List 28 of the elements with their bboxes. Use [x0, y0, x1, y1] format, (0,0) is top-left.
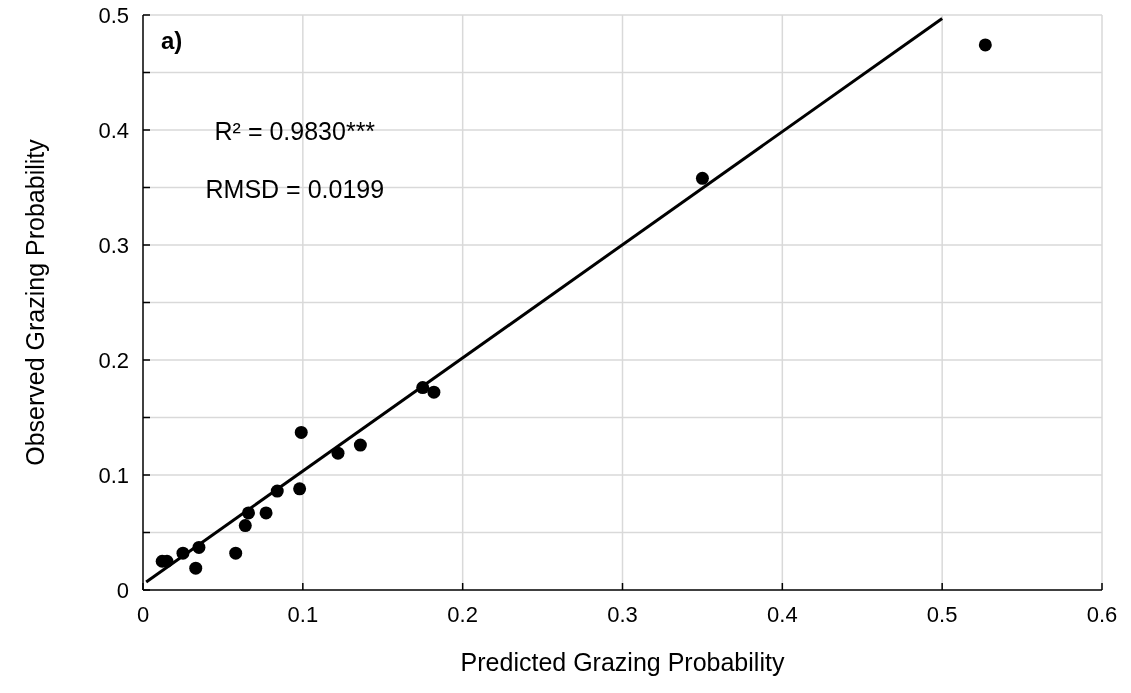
x-axis-title: Predicted Grazing Probability [460, 648, 785, 676]
annotation: a) [161, 27, 183, 54]
point [259, 506, 273, 520]
point [695, 171, 709, 185]
x-tick-label: 0.5 [926, 602, 958, 627]
point [293, 482, 307, 496]
y-tick-label: 0.5 [98, 3, 129, 28]
x-tick-label: 0.1 [287, 602, 319, 627]
point [189, 561, 203, 575]
point [238, 519, 252, 533]
point [294, 425, 308, 439]
x-tick-label: 0.4 [767, 602, 798, 627]
y-tick-label: 0.3 [98, 233, 129, 258]
point [427, 385, 441, 399]
x-tick-label: 0.2 [447, 602, 478, 627]
x-tick-label: 0.6 [1086, 602, 1118, 627]
annotation: RMSD = 0.0199 [205, 174, 385, 203]
x-tick-label: 0 [136, 602, 150, 627]
y-tick-label: 0.2 [98, 348, 129, 373]
x-tick-label: 0.3 [607, 602, 638, 627]
point [978, 38, 992, 52]
point [229, 546, 243, 560]
point [353, 438, 367, 452]
y-tick-label: 0.1 [98, 463, 129, 488]
y-tick-label: 0.4 [98, 118, 129, 143]
y-axis-title: Observed Grazing Probability [21, 138, 49, 466]
annotation: R² = 0.9830*** [214, 117, 376, 145]
y-tick-label: 0 [116, 578, 129, 603]
